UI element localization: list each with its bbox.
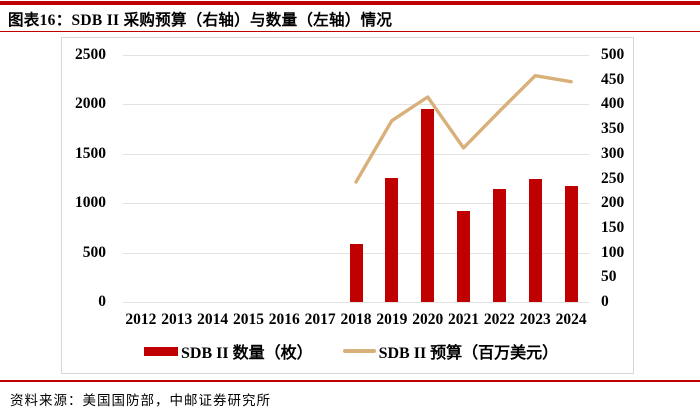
legend-item-quantity: SDB II 数量（枚）	[144, 339, 313, 363]
bar-series-swatch	[144, 346, 178, 356]
line-series-label: SDB II 预算（百万美元）	[378, 345, 559, 362]
x-axis-year-label: 2014	[197, 311, 229, 328]
right-axis-tick-label: 150	[601, 218, 625, 236]
left-axis-tick-label: 1000	[75, 194, 106, 212]
quantity-bar-2019	[385, 177, 399, 302]
x-axis-year-label: 2016	[268, 311, 300, 328]
left-axis-tick-label: 0	[98, 293, 106, 310]
title-divider	[0, 31, 700, 32]
gridline	[123, 153, 589, 155]
x-axis-year-label: 2020	[412, 311, 444, 328]
x-axis-year-label: 2019	[376, 311, 408, 328]
right-axis-tick-label: 250	[601, 169, 625, 187]
right-axis-tick-label: 300	[601, 144, 625, 162]
gridline	[123, 55, 589, 56]
right-axis-tick-label: 450	[601, 70, 625, 88]
quantity-bar-2021	[457, 211, 471, 302]
x-axis-year-label: 2022	[483, 311, 515, 328]
line-series-swatch	[342, 349, 376, 353]
right-axis-tick-label: 500	[601, 46, 625, 63]
chart-area: SDB II 数量（枚） SDB II 预算（百万美元） 0 500 1000 150…	[61, 37, 634, 374]
x-axis-year-label: 2017	[304, 311, 336, 328]
x-axis-year-label: 2013	[161, 311, 193, 328]
source-note: 资料来源：美国国防部，中邮证券研究所	[10, 393, 271, 408]
x-axis-year-label: 2023	[519, 311, 551, 328]
budget-line	[354, 74, 573, 184]
left-axis-tick-label: 2500	[75, 46, 106, 63]
left-axis-tick-label: 1500	[75, 144, 106, 162]
footer-divider	[0, 380, 700, 382]
right-axis-tick-label: 50	[601, 268, 617, 286]
chart-legend: SDB II 数量（枚） SDB II 预算（百万美元）	[144, 339, 558, 363]
x-axis-year-label: 2015	[232, 311, 264, 328]
x-axis-year-label: 2021	[448, 311, 480, 328]
left-axis-tick-label: 500	[82, 243, 106, 261]
quantity-bar-2022	[492, 189, 506, 302]
gridline	[123, 203, 589, 205]
gridline	[123, 104, 589, 106]
right-axis-tick-label: 0	[601, 293, 609, 310]
right-axis-tick-label: 200	[601, 194, 625, 212]
quantity-bar-2020	[421, 109, 435, 302]
quantity-bar-2018	[349, 243, 363, 302]
quantity-bar-2023	[528, 178, 542, 302]
top-divider	[0, 1, 700, 5]
bar-series-label: SDB II 数量（枚）	[181, 345, 313, 362]
x-axis-year-label: 2018	[340, 311, 372, 328]
figure-title: 图表16：SDB II 采购预算（右轴）与数量（左轴）情况	[8, 12, 393, 29]
right-axis-tick-label: 100	[601, 243, 625, 261]
left-axis-tick-label: 2000	[75, 95, 106, 113]
right-axis-tick-label: 350	[601, 120, 625, 138]
x-axis-year-label: 2012	[125, 311, 157, 328]
x-axis-year-label: 2024	[555, 311, 587, 328]
legend-item-budget: SDB II 预算（百万美元）	[342, 339, 559, 363]
gridline	[123, 302, 589, 303]
right-axis-tick-label: 400	[601, 95, 625, 113]
quantity-bar-2024	[564, 186, 578, 302]
